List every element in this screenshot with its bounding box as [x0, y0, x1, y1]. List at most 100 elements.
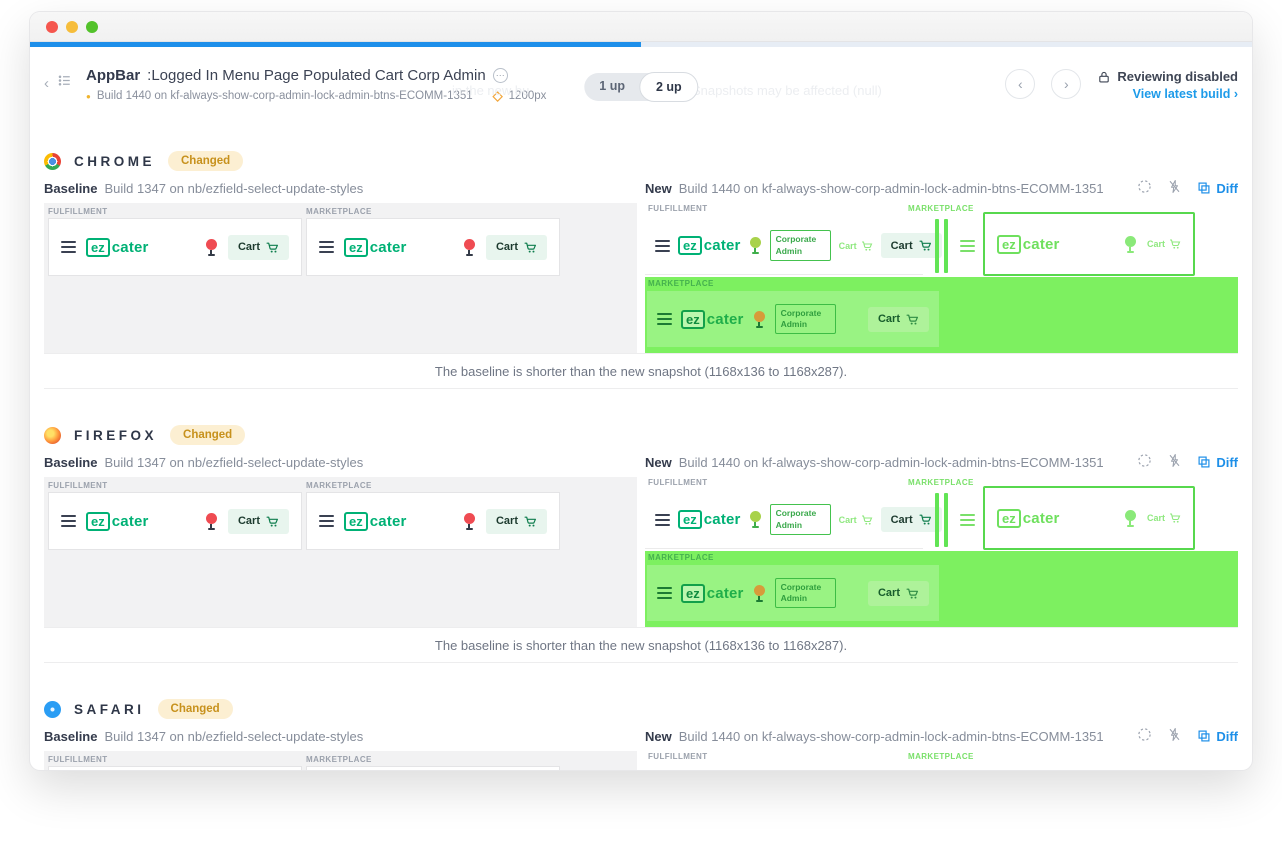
- baseline-label: Baseline: [44, 728, 98, 744]
- view-latest-build-link[interactable]: View latest build ›: [1132, 87, 1238, 101]
- build-subline: ● Build 1440 on kf-always-show-corp-admi…: [86, 88, 546, 104]
- changed-badge: Changed: [170, 425, 246, 445]
- no-flash-icon[interactable]: [1167, 727, 1182, 745]
- build-status-dot-icon: ●: [86, 91, 91, 101]
- browser-name: FIREFOX: [74, 427, 158, 443]
- browser-window: in the new bu Snapshots may be affected …: [30, 12, 1252, 770]
- build-branch-text: Build 1440 on kf-always-show-corp-admin-…: [96, 90, 473, 102]
- toggle-1up-button[interactable]: 1 up: [599, 79, 625, 93]
- new-label: New: [645, 454, 672, 470]
- snapshot-list-icon[interactable]: [57, 73, 72, 93]
- cart-icon: [524, 516, 536, 527]
- location-pin-icon-ghost: [1124, 509, 1137, 527]
- added-region-outline: ez cater Cart: [983, 212, 1195, 276]
- fulfillment-label: FULFILLMENT: [48, 755, 108, 764]
- no-flash-icon[interactable]: [1167, 453, 1182, 471]
- baseline-snapshot-image[interactable]: FULFILLMENT ez cater Cart MARKETPLACE: [44, 203, 637, 353]
- baseline-snapshot-image[interactable]: FULFILLMENT ez cater Cart MARKETPLACE: [44, 477, 637, 627]
- corporate-admin-button-diff: Corporate Admin: [769, 230, 831, 261]
- chrome-icon: [44, 152, 61, 170]
- menu-icon: [655, 239, 670, 252]
- marketplace-label: MARKETPLACE: [306, 207, 372, 216]
- back-chevron-icon[interactable]: ‹: [44, 74, 49, 92]
- location-pin-icon: [753, 310, 766, 328]
- marketplace-label-diff: MARKETPLACE: [908, 752, 974, 761]
- next-snapshot-button[interactable]: ›: [1051, 69, 1082, 99]
- fulfillment-label: FULFILLMENT: [648, 478, 708, 487]
- fulfillment-label: FULFILLMENT: [48, 207, 108, 216]
- menu-icon: [319, 515, 334, 527]
- cart-button: Cart: [485, 234, 547, 260]
- snapshot-title: AppBar:Logged In Menu Page Populated Car…: [86, 67, 546, 84]
- browser-section-firefox: FIREFOX Changed Baseline Build 1347 on nb…: [44, 425, 1238, 663]
- corporate-admin-button: Corporate Admin: [774, 577, 836, 609]
- ezcater-logo: ez cater: [681, 583, 744, 603]
- diff-overlay-icon: [1198, 730, 1210, 742]
- diff-toggle[interactable]: Diff: [1197, 455, 1238, 470]
- location-pin-icon: [463, 238, 476, 256]
- safari-icon: [44, 700, 61, 718]
- cart-icon: [919, 514, 931, 525]
- cart-icon: [906, 314, 918, 325]
- fulfillment-label: FULFILLMENT: [648, 204, 708, 213]
- pixel-target-icon[interactable]: [1137, 179, 1152, 197]
- size-mismatch-message: The baseline is shorter than the new sna…: [44, 353, 1238, 389]
- no-flash-icon[interactable]: [1167, 179, 1182, 197]
- ezcater-logo: ez cater: [681, 309, 744, 329]
- corporate-admin-button-diff: Corporate Admin: [769, 504, 831, 535]
- fulfillment-label: FULFILLMENT: [48, 481, 108, 490]
- menu-icon-diff: [960, 240, 975, 252]
- changed-badge: Changed: [168, 151, 244, 171]
- browser-section-safari: SAFARI Changed Baseline Build 1347 on nb/…: [44, 699, 1238, 770]
- new-build-text: Build 1440 on kf-always-show-corp-admin-…: [678, 180, 1104, 196]
- cart-icon: [919, 240, 931, 251]
- close-window-button[interactable]: [46, 20, 58, 33]
- minimize-window-button[interactable]: [66, 20, 78, 33]
- cart-icon: [266, 516, 278, 527]
- toggle-2up-button[interactable]: 2 up: [639, 72, 699, 102]
- viewport-diamond-icon: ◇: [492, 88, 503, 103]
- menu-icon: [655, 513, 670, 526]
- zoom-window-button[interactable]: [86, 20, 98, 33]
- new-build-text: Build 1440 on kf-always-show-corp-admin-…: [678, 728, 1104, 744]
- new-snapshot-diff-image[interactable]: FULFILLMENT MARKETPLACE ez cater Corporat…: [645, 477, 1238, 627]
- pixel-target-icon[interactable]: [1137, 727, 1152, 745]
- page-loading-bar: [30, 42, 1252, 47]
- cart-icon: [906, 588, 918, 599]
- ezcater-logo: ez cater: [86, 237, 149, 257]
- diff-toggle[interactable]: Diff: [1197, 729, 1238, 744]
- pixel-target-icon[interactable]: [1137, 453, 1152, 471]
- previous-snapshot-button[interactable]: ‹: [1005, 69, 1036, 99]
- marketplace-label-band: MARKETPLACE: [648, 553, 714, 562]
- ezcater-logo: ez cater: [344, 237, 407, 257]
- cart-icon: [524, 242, 536, 253]
- cart-icon: [861, 240, 872, 251]
- added-region-outline: ez cater Cart: [983, 486, 1195, 550]
- diff-toggle[interactable]: Diff: [1197, 181, 1238, 196]
- diff-added-region: MARKETPLACE ez cater Corporate Admin Cart: [645, 277, 1238, 353]
- diff-artifact-bars: [935, 219, 948, 273]
- location-pin-icon-ghost: [1124, 235, 1137, 253]
- new-snapshot-diff-image[interactable]: FULFILLMENT MARKETPLACE ez cater Corporat…: [645, 203, 1238, 353]
- ezcater-logo: ez cater: [344, 511, 407, 531]
- menu-icon: [319, 241, 334, 253]
- reviewing-status: Reviewing disabled: [1097, 69, 1238, 84]
- more-options-icon[interactable]: ⋯: [492, 68, 508, 83]
- browser-name: SAFARI: [74, 701, 145, 717]
- marketplace-label-band: MARKETPLACE: [648, 279, 714, 288]
- cart-button: Cart: [880, 233, 942, 258]
- fading-toast-text: Snapshots may be affected (null): [692, 83, 882, 98]
- size-mismatch-message: The baseline is shorter than the new sna…: [44, 627, 1238, 663]
- baseline-snapshot-image[interactable]: FULFILLMENT MARKETPLACE: [44, 751, 637, 770]
- fulfillment-label: FULFILLMENT: [648, 752, 708, 761]
- location-pin-icon: [205, 512, 218, 530]
- menu-icon: [657, 587, 672, 599]
- changed-badge: Changed: [157, 699, 233, 719]
- new-label: New: [645, 180, 672, 196]
- location-pin-icon-diff: [749, 237, 762, 254]
- new-snapshot-diff-image[interactable]: FULFILLMENT MARKETPLACE: [645, 751, 1238, 770]
- snapshot-title-component: AppBar: [86, 67, 141, 84]
- cart-button: Cart: [485, 508, 547, 534]
- reviewing-status-text: Reviewing disabled: [1117, 69, 1238, 84]
- snapshot-header: in the new bu Snapshots may be affected …: [44, 67, 1238, 115]
